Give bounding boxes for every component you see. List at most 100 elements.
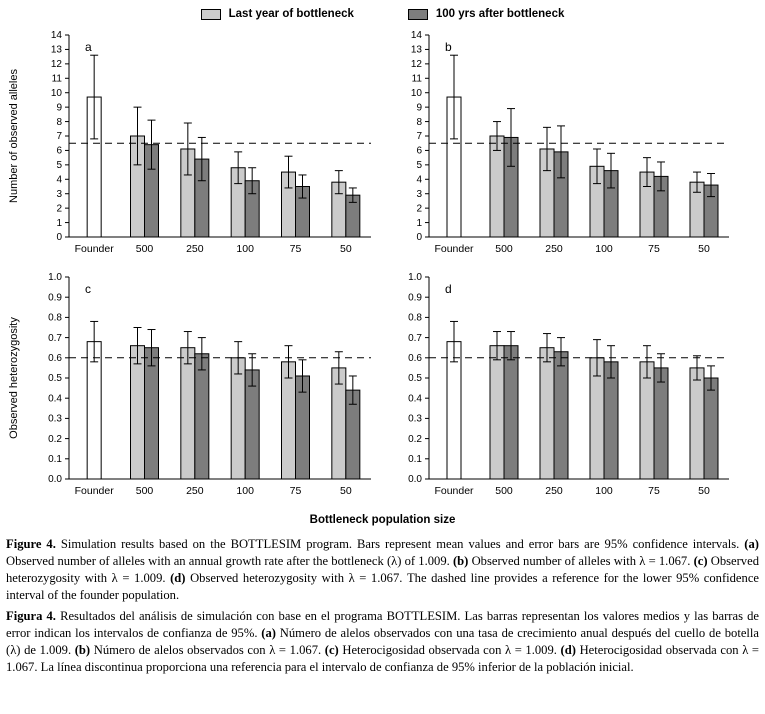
y-tick-label: 0.1 — [408, 454, 422, 465]
y-tick-label: 6 — [56, 146, 62, 157]
chart-panel-b: 0 1 2 3 4 5 6 7 8 9 10 11 12 13 14 Founder 500 250 100 75 50… — [381, 25, 759, 267]
y-tick-label: 6 — [416, 146, 422, 157]
y-tick-label: 0.8 — [408, 313, 422, 324]
legend-item-100yrs: 100 yrs after bottleneck — [407, 8, 565, 20]
bar — [689, 367, 705, 480]
bar — [703, 377, 719, 480]
bar — [489, 345, 505, 480]
chart-panel-c: 0.0 0.1 0.2 0.3 0.4 0.5 0.6 0.7 0.8 0.9 1.0 Founder… — [3, 267, 381, 509]
x-tick-label: 100 — [595, 485, 613, 497]
x-tick-label: 50 — [698, 485, 710, 497]
y-tick-label: 0.8 — [48, 313, 62, 324]
y-tick-label: 0.0 — [408, 474, 422, 485]
y-axis-label: Observed heterozygosity — [8, 317, 20, 439]
caption-bold-segment: Figura 4. — [6, 608, 56, 623]
x-tick-label: Founder — [434, 485, 474, 497]
x-tick-label: 50 — [698, 243, 710, 255]
y-tick-label: 2 — [56, 203, 62, 214]
y-tick-label: 0 — [56, 232, 62, 243]
y-tick-label: 0.7 — [408, 333, 422, 344]
y-tick-label: 4 — [56, 174, 62, 185]
caption-text-segment: Observed number of alleles with λ = 1.06… — [468, 554, 694, 569]
caption-text-segment: Número de alelos observados con λ = 1.06… — [90, 642, 325, 657]
y-tick-label: 7 — [56, 131, 62, 142]
chart-panel-a: 0 1 2 3 4 5 6 7 8 9 10 11 12 13 14 Founder 500 250 100 75 50… — [3, 25, 381, 267]
x-tick-label: 75 — [290, 243, 302, 255]
panel-letter: b — [445, 40, 452, 54]
panel-letter: d — [445, 282, 452, 296]
caption-paragraph-es: Figura 4. Resultados del análisis de sim… — [6, 608, 759, 677]
chart-svg: 0.0 0.1 0.2 0.3 0.4 0.5 0.6 0.7 0.8 0.9 1.0 Founder… — [408, 272, 729, 497]
y-tick-label: 0.2 — [48, 434, 62, 445]
y-tick-label: 14 — [51, 30, 63, 41]
figure-4: Last year of bottleneck 100 yrs after bo… — [0, 8, 765, 677]
bar — [503, 345, 519, 480]
x-tick-label: 100 — [236, 485, 254, 497]
chart-svg: 0.0 0.1 0.2 0.3 0.4 0.5 0.6 0.7 0.8 0.9 1.0 Founder… — [8, 272, 371, 497]
bar — [230, 357, 246, 480]
caption-bold-segment: Figure 4. — [6, 537, 56, 551]
y-tick-label: 8 — [56, 117, 62, 128]
x-tick-label: 75 — [290, 485, 302, 497]
x-axis-label: Bottleneck population size — [309, 514, 456, 526]
y-tick-label: 9 — [416, 102, 422, 113]
y-tick-label: 1.0 — [48, 272, 62, 283]
x-tick-label: 100 — [236, 243, 254, 255]
y-tick-label: 0.4 — [408, 393, 422, 404]
y-tick-label: 11 — [412, 73, 423, 84]
y-tick-label: 0.1 — [48, 454, 62, 465]
bar — [603, 361, 619, 480]
y-axis-label: Number of observed alleles — [8, 69, 20, 203]
y-tick-label: 3 — [56, 189, 62, 200]
caption-bold-segment: (c) — [324, 642, 339, 657]
caption-bold-segment: (c) — [693, 554, 708, 569]
y-tick-label: 0.9 — [408, 292, 422, 303]
y-tick-label: 0.9 — [48, 292, 62, 303]
y-tick-label: 14 — [411, 30, 423, 41]
y-tick-label: 4 — [416, 174, 422, 185]
y-tick-label: 5 — [416, 160, 422, 171]
caption-text-segment: Observed number of alleles with an annua… — [6, 554, 453, 569]
y-tick-label: 3 — [416, 189, 422, 200]
y-tick-label: 1.0 — [408, 272, 422, 283]
y-tick-label: 10 — [51, 88, 63, 99]
y-tick-label: 1 — [56, 218, 62, 229]
y-tick-label: 0.4 — [48, 393, 62, 404]
y-tick-label: 12 — [411, 59, 423, 70]
x-tick-label: 250 — [186, 243, 204, 255]
x-tick-label: 50 — [340, 485, 352, 497]
caption-text-segment: Observed heterozygosity with λ = 1.009. — [6, 554, 759, 586]
chart-panel-d: 0.0 0.1 0.2 0.3 0.4 0.5 0.6 0.7 0.8 0.9 1.0 Founder… — [381, 267, 759, 509]
y-tick-label: 0.3 — [408, 414, 422, 425]
y-tick-label: 0 — [416, 232, 422, 243]
bar — [653, 367, 669, 480]
y-tick-label: 0.6 — [408, 353, 422, 364]
bar — [539, 347, 555, 480]
y-tick-label: 8 — [416, 117, 422, 128]
caption-text-segment: Heterocigosidad observada con λ = 1.009. — [338, 642, 561, 657]
x-tick-label: 250 — [186, 485, 204, 497]
legend-swatch-light-icon — [200, 8, 221, 20]
bar — [144, 347, 159, 480]
y-tick-label: 13 — [51, 45, 63, 56]
panel-letter: c — [85, 282, 91, 296]
y-tick-label: 9 — [56, 102, 62, 113]
x-tick-label: 75 — [648, 485, 660, 497]
charts-grid: 0 1 2 3 4 5 6 7 8 9 10 11 12 13 14 Founder 500 250 100 75 50… — [0, 25, 765, 509]
legend-item-last-year: Last year of bottleneck — [200, 8, 354, 20]
caption-bold-segment: (d) — [170, 571, 186, 586]
y-tick-label: 1 — [416, 218, 422, 229]
bar — [194, 353, 210, 480]
y-tick-label: 12 — [51, 59, 63, 70]
caption-bold-segment: (b) — [452, 554, 469, 569]
y-tick-label: 0.2 — [408, 434, 422, 445]
bar — [180, 347, 196, 480]
caption-text-segment: Observed heterozygosity with λ = 1.067. … — [6, 571, 759, 603]
y-tick-label: 2 — [416, 203, 422, 214]
y-tick-label: 5 — [56, 160, 62, 171]
x-tick-label: Founder — [75, 485, 115, 497]
legend-label-100yrs: 100 yrs after bottleneck — [435, 8, 565, 20]
y-tick-label: 0.0 — [48, 474, 62, 485]
